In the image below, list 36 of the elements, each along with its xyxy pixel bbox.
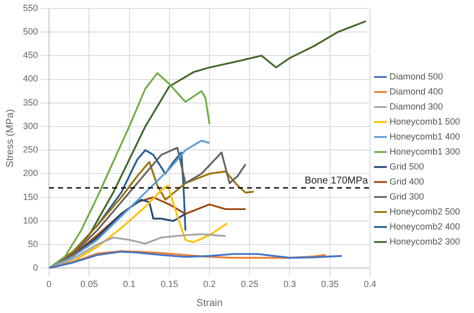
legend-label: Honeycomb1 500 bbox=[389, 116, 460, 126]
y-tick-label: 500 bbox=[22, 26, 38, 37]
legend-label: Honeycomb1 300 bbox=[389, 146, 460, 156]
legend-label: Grid 300 bbox=[389, 191, 424, 202]
legend-label: Honeycomb2 300 bbox=[389, 236, 460, 246]
y-tick-label: 300 bbox=[22, 120, 38, 131]
y-tick-label: 200 bbox=[22, 168, 38, 178]
x-tick-label: 0.15 bbox=[160, 279, 178, 290]
y-tick-label: 550 bbox=[22, 2, 38, 13]
x-tick-label: 0.2 bbox=[203, 279, 216, 290]
y-tick-label: 250 bbox=[22, 144, 38, 155]
legend-label: Honeycomb2 500 bbox=[389, 206, 460, 216]
x-tick-label: 0.05 bbox=[80, 279, 98, 290]
x-tick-label: 0.3 bbox=[283, 279, 296, 290]
legend-label: Diamond 400 bbox=[389, 86, 443, 96]
y-tick-label: 400 bbox=[22, 74, 38, 84]
legend-label: Grid 500 bbox=[389, 161, 424, 172]
x-tick-label: 0 bbox=[46, 279, 52, 290]
x-axis-title: Strain bbox=[196, 298, 223, 309]
y-tick-label: 450 bbox=[22, 50, 38, 60]
x-tick-label: 0.1 bbox=[122, 279, 136, 290]
y-tick-label: 350 bbox=[22, 97, 38, 108]
legend-label: Diamond 500 bbox=[389, 71, 443, 82]
legend-label: Diamond 300 bbox=[389, 101, 443, 112]
legend-label: Grid 400 bbox=[389, 176, 424, 186]
y-tick-label: 150 bbox=[22, 192, 38, 202]
x-tick-label: 0.4 bbox=[364, 279, 376, 290]
y-tick-label: 100 bbox=[22, 215, 38, 226]
legend-label: Honeycomb1 400 bbox=[389, 131, 460, 142]
ref-line-label: Bone 170MPa bbox=[304, 176, 368, 187]
y-tick-label: 50 bbox=[28, 239, 38, 250]
legend-label: Honeycomb2 400 bbox=[389, 221, 460, 232]
x-tick-label: 0.25 bbox=[240, 279, 258, 290]
y-tick-label: 0 bbox=[33, 262, 38, 273]
y-axis-title: Stress (MPa) bbox=[4, 109, 16, 168]
x-tick-label: 0.35 bbox=[321, 279, 339, 290]
